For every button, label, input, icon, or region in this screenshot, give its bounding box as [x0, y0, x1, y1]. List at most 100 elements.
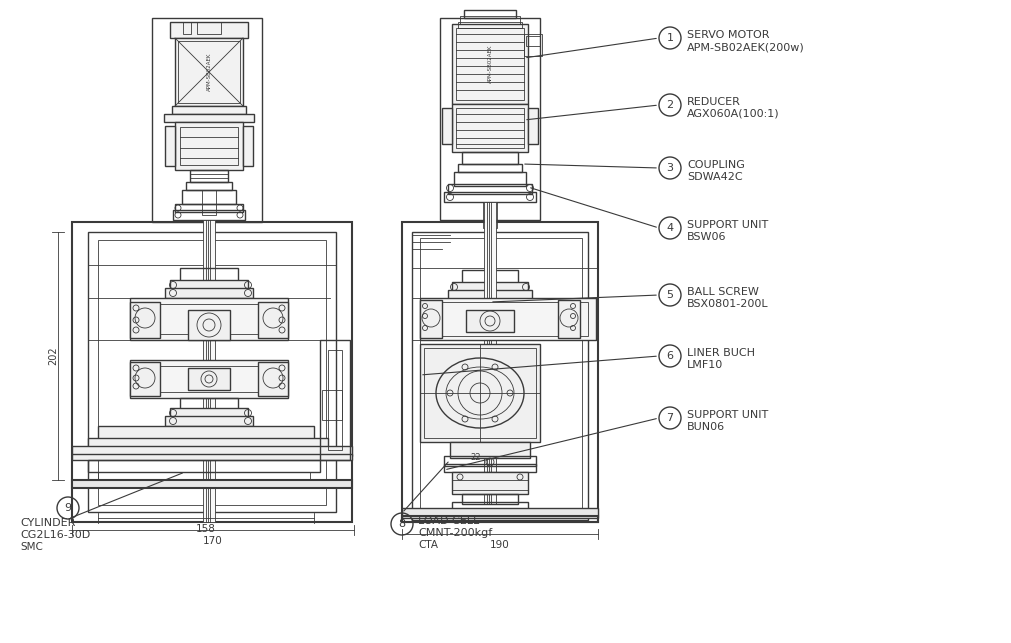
Bar	[444, 464, 536, 472]
Bar	[186, 182, 232, 190]
Text: BSX0801-200L: BSX0801-200L	[687, 299, 768, 309]
Bar	[175, 122, 243, 170]
Text: 1: 1	[666, 33, 673, 43]
Bar	[180, 268, 238, 282]
Bar	[402, 516, 598, 522]
Bar	[130, 298, 288, 340]
Text: 5: 5	[666, 290, 673, 300]
Bar	[448, 184, 532, 194]
Bar	[188, 310, 229, 340]
Bar	[428, 302, 588, 336]
Text: COUPLING: COUPLING	[687, 160, 745, 170]
Text: 170: 170	[203, 536, 222, 546]
Bar	[175, 38, 243, 106]
Bar	[454, 172, 526, 186]
Bar	[466, 310, 514, 332]
Text: SERVO MOTOR: SERVO MOTOR	[687, 30, 769, 40]
Text: LMF10: LMF10	[687, 360, 723, 370]
Bar	[528, 108, 538, 144]
Bar	[190, 170, 228, 182]
Bar	[137, 366, 280, 392]
Bar	[178, 41, 240, 103]
Bar	[420, 238, 582, 513]
Bar	[258, 302, 288, 338]
Text: 3: 3	[666, 163, 673, 173]
Bar	[243, 126, 253, 166]
Bar	[183, 22, 191, 34]
Bar	[203, 220, 215, 522]
Bar	[72, 454, 352, 460]
Text: CG2L16-30D: CG2L16-30D	[20, 530, 90, 540]
Bar	[165, 126, 175, 166]
Bar	[402, 508, 598, 518]
Text: SUPPORT UNIT: SUPPORT UNIT	[687, 220, 768, 230]
Bar	[72, 222, 352, 522]
Bar	[456, 28, 524, 100]
Bar	[458, 22, 522, 28]
Bar	[420, 298, 596, 340]
Bar	[420, 300, 442, 338]
Bar	[164, 114, 254, 122]
Bar	[450, 442, 530, 458]
Bar	[462, 270, 518, 284]
Bar	[442, 108, 452, 144]
Text: 190: 190	[490, 540, 510, 550]
Bar	[448, 290, 532, 300]
Bar	[172, 106, 246, 114]
Bar	[462, 152, 518, 164]
Bar	[420, 344, 540, 442]
Text: 158: 158	[196, 524, 216, 534]
Text: BSW06: BSW06	[687, 232, 727, 242]
Bar	[558, 300, 580, 338]
Bar	[320, 340, 350, 460]
Text: LINER BUCH: LINER BUCH	[687, 348, 755, 358]
Bar	[182, 190, 236, 204]
Bar	[452, 472, 528, 494]
Bar	[464, 10, 516, 18]
Bar	[483, 202, 497, 228]
Text: APM-SB02AEK(200w): APM-SB02AEK(200w)	[687, 42, 805, 52]
Bar	[458, 164, 522, 172]
Text: AGX060A(100:1): AGX060A(100:1)	[687, 109, 779, 119]
Text: CMNT-200kgf: CMNT-200kgf	[418, 528, 492, 538]
Bar	[424, 348, 536, 438]
Bar	[98, 426, 314, 440]
Text: 4: 4	[666, 223, 673, 233]
Text: 22: 22	[471, 453, 481, 462]
Bar	[170, 408, 248, 418]
Bar	[328, 350, 342, 450]
Text: 7: 7	[666, 413, 673, 423]
Bar	[152, 18, 262, 222]
Text: CYLINDER: CYLINDER	[20, 518, 76, 528]
Text: 8: 8	[398, 519, 405, 529]
Bar	[98, 240, 326, 505]
Bar	[130, 360, 288, 398]
Bar	[98, 472, 310, 482]
Text: BALL SCREW: BALL SCREW	[687, 287, 759, 297]
Bar	[452, 480, 528, 490]
Text: APM-SB02AEK: APM-SB02AEK	[487, 45, 492, 83]
Bar	[72, 446, 352, 456]
Bar	[321, 390, 342, 420]
Bar	[165, 288, 253, 298]
Text: CTA: CTA	[418, 540, 438, 550]
Bar	[88, 232, 336, 512]
Bar	[170, 22, 248, 38]
Bar	[412, 232, 588, 520]
Bar	[72, 480, 352, 488]
Bar	[173, 210, 245, 220]
Bar	[165, 416, 253, 426]
Bar	[188, 368, 229, 390]
Bar	[444, 192, 536, 202]
Bar	[130, 362, 160, 396]
Text: LOAD CELL: LOAD CELL	[418, 516, 479, 526]
Bar	[484, 202, 496, 504]
Text: 2: 2	[666, 100, 673, 110]
Bar	[402, 222, 598, 522]
Bar	[452, 502, 528, 510]
Bar	[444, 456, 536, 466]
Bar	[170, 280, 248, 290]
Bar	[526, 36, 540, 46]
Text: SMC: SMC	[20, 542, 42, 552]
Text: 202: 202	[48, 347, 58, 365]
